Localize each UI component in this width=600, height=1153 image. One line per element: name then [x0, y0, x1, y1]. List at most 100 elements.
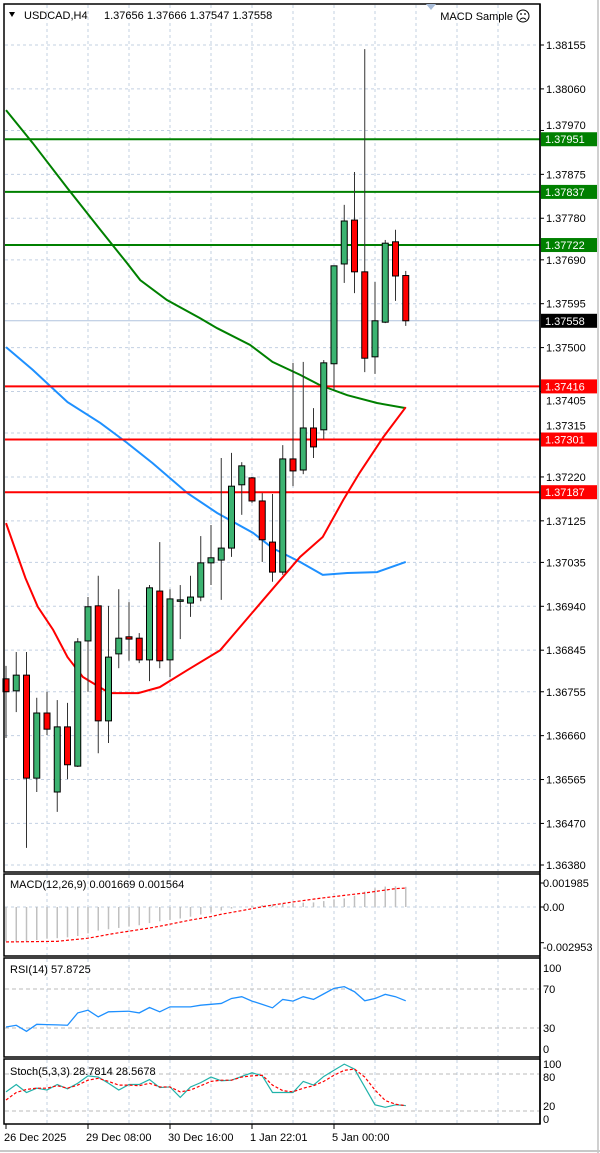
macd-title: MACD(12,26,9) 0.001669 0.001564: [10, 879, 184, 891]
bullish-candle-body: [115, 637, 123, 655]
candle[interactable]: [320, 360, 328, 440]
candle[interactable]: [381, 239, 389, 324]
candle[interactable]: [135, 633, 143, 664]
bearish-candle-body: [402, 275, 410, 322]
candle[interactable]: [228, 452, 235, 557]
price-level-label: 1.37951: [545, 134, 585, 146]
candle[interactable]: [146, 585, 153, 682]
candle[interactable]: [53, 700, 61, 812]
bullish-candle-body: [84, 606, 92, 642]
candle[interactable]: [269, 494, 276, 582]
rsi-line: [5, 985, 406, 1033]
macd-axis-label: 0.00: [543, 902, 564, 914]
candle[interactable]: [279, 445, 287, 575]
candle[interactable]: [156, 542, 164, 669]
price-panel-frame: [3, 3, 541, 873]
price-axis-label: 1.37690: [546, 255, 586, 267]
macd-panel-frame: [3, 873, 541, 957]
candle[interactable]: [289, 362, 297, 487]
rsi-axis-label: 70: [543, 984, 555, 996]
time-axis-label: 26 Dec 2025: [4, 1132, 66, 1144]
candle[interactable]: [84, 597, 92, 692]
stochastic-axis-label: 80: [543, 1072, 555, 1084]
bearish-candle-body: [310, 427, 317, 448]
bearish-candle-body: [156, 590, 164, 662]
moving-average-line-red: [5, 406, 407, 695]
rsi-axis-label: 100: [543, 963, 561, 975]
bearish-candle-body: [289, 458, 297, 472]
candle[interactable]: [12, 652, 20, 713]
candle[interactable]: [310, 408, 317, 459]
bullish-candle-body: [279, 458, 287, 573]
bullish-candle-body: [33, 712, 41, 779]
stochastic-axis-label: 0: [543, 1114, 549, 1126]
candle[interactable]: [258, 493, 266, 562]
candle[interactable]: [23, 652, 30, 848]
chart-shift-marker-icon[interactable]: [426, 4, 436, 10]
bullish-candle-body: [238, 465, 246, 486]
price-axis-label: 1.37315: [546, 421, 586, 433]
bearish-candle-body: [64, 726, 71, 766]
candle[interactable]: [299, 361, 307, 475]
price-axis-label: 1.37035: [546, 557, 586, 569]
price-axis-label: 1.37220: [546, 472, 586, 484]
current-price-label: 1.37558: [545, 316, 585, 328]
bullish-candle-body: [381, 242, 389, 323]
bullish-candle-body: [320, 362, 328, 431]
price-level-label-bg: [541, 132, 597, 147]
bearish-candle-body: [43, 712, 51, 730]
price-level-label: 1.37722: [545, 240, 585, 252]
candle[interactable]: [197, 536, 205, 602]
candle[interactable]: [238, 462, 246, 515]
candle[interactable]: [217, 458, 225, 600]
candle[interactable]: [371, 281, 379, 374]
price-axis-label: 1.37970: [546, 120, 586, 132]
candle[interactable]: [187, 575, 194, 617]
candle[interactable]: [402, 270, 410, 326]
candle[interactable]: [2, 665, 10, 738]
bullish-candle-body: [187, 596, 194, 604]
stochastic-panel[interactable]: [5, 1063, 539, 1112]
bearish-candle-body: [2, 678, 10, 693]
candle[interactable]: [330, 265, 338, 391]
bearish-candle-body: [351, 219, 358, 273]
bearish-candle-body: [258, 500, 266, 541]
candle[interactable]: [74, 638, 82, 768]
macd-signal-line: [5, 887, 406, 943]
macd-axis-label: 0.001985: [543, 878, 589, 890]
candle[interactable]: [392, 229, 399, 301]
candle[interactable]: [351, 172, 358, 294]
candle[interactable]: [43, 691, 51, 736]
candle[interactable]: [176, 585, 184, 640]
candle[interactable]: [207, 524, 215, 586]
bullish-candle-body: [228, 485, 235, 549]
bullish-candle-body: [217, 547, 225, 561]
bearish-candle-body: [94, 605, 102, 722]
stochastic-signal-line: [5, 1068, 406, 1107]
price-level-label-bg: [541, 379, 597, 394]
rsi-panel[interactable]: [5, 985, 539, 1033]
candle[interactable]: [166, 589, 174, 677]
stochastic-panel-frame: [3, 1058, 541, 1125]
triangle-down-icon[interactable]: [9, 12, 15, 17]
price-level-label: 1.37301: [545, 435, 585, 447]
bearish-candle-body: [23, 674, 30, 779]
candle[interactable]: [340, 204, 348, 283]
price-panel[interactable]: [2, 49, 540, 848]
candle[interactable]: [33, 697, 41, 793]
candle[interactable]: [361, 49, 369, 373]
candle[interactable]: [94, 575, 102, 754]
bullish-candle-body: [299, 427, 307, 471]
macd-panel[interactable]: [5, 886, 539, 943]
price-axis-label: 1.38155: [546, 40, 586, 52]
candle[interactable]: [125, 602, 133, 661]
candle[interactable]: [115, 589, 123, 669]
bullish-candle-body: [53, 726, 61, 793]
sad-face-icon[interactable]: [516, 9, 530, 23]
price-level-label: 1.37837: [545, 187, 585, 199]
candle[interactable]: [248, 476, 256, 503]
candle[interactable]: [105, 605, 112, 744]
candle[interactable]: [64, 702, 71, 780]
bearish-candle-body: [248, 477, 256, 502]
